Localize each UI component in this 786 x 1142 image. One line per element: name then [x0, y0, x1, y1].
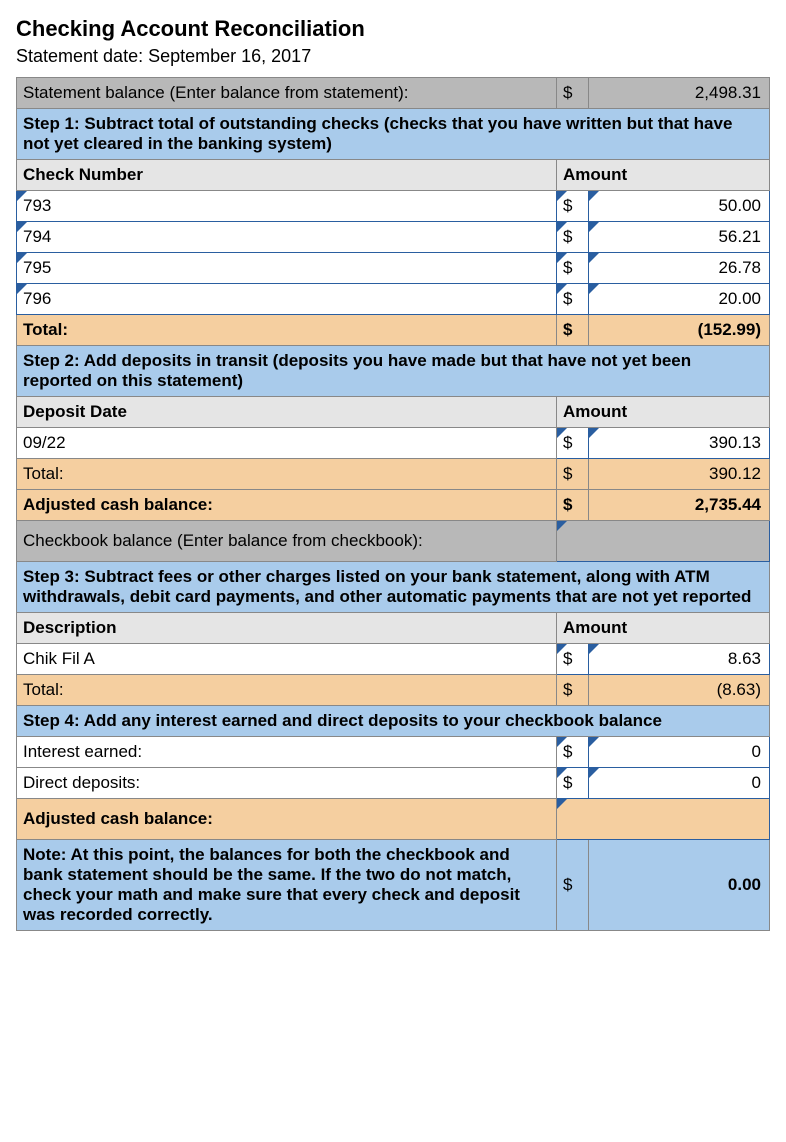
currency-symbol: $ — [557, 840, 589, 931]
step4-heading: Step 4: Add any interest earned and dire… — [17, 706, 770, 737]
step3-total-label: Total: — [17, 675, 557, 706]
table-row: 795 $ 26.78 — [17, 253, 770, 284]
check-amount-input[interactable]: 56.21 — [589, 222, 770, 253]
step1-col-amount: Amount — [557, 160, 770, 191]
currency-symbol: $ — [557, 315, 589, 346]
page-title: Checking Account Reconciliation — [16, 16, 770, 42]
currency-symbol: $ — [557, 644, 589, 675]
currency-symbol: $ — [557, 459, 589, 490]
step4-adjusted-row: Adjusted cash balance: — [17, 799, 770, 840]
difference-amount: 0.00 — [589, 840, 770, 931]
fee-description: Chik Fil A — [17, 644, 557, 675]
fee-amount-input[interactable]: 8.63 — [589, 644, 770, 675]
currency-symbol: $ — [557, 737, 589, 768]
table-row: 793 $ 50.00 — [17, 191, 770, 222]
check-number-input[interactable]: 796 — [17, 284, 557, 315]
step3-col-description: Description — [17, 613, 557, 644]
step3-columns-row: Description Amount — [17, 613, 770, 644]
direct-deposits-label: Direct deposits: — [17, 768, 557, 799]
check-number-input[interactable]: 793 — [17, 191, 557, 222]
step3-col-amount: Amount — [557, 613, 770, 644]
step2-columns-row: Deposit Date Amount — [17, 397, 770, 428]
step4-heading-row: Step 4: Add any interest earned and dire… — [17, 706, 770, 737]
currency-symbol: $ — [557, 284, 589, 315]
step2-col-deposit-date: Deposit Date — [17, 397, 557, 428]
step2-total-amount: 390.12 — [589, 459, 770, 490]
adjusted-balance-label: Adjusted cash balance: — [17, 799, 557, 840]
checkbook-balance-label: Checkbook balance (Enter balance from ch… — [17, 521, 557, 562]
note-row: Note: At this point, the balances for bo… — [17, 840, 770, 931]
statement-balance-row: Statement balance (Enter balance from st… — [17, 78, 770, 109]
interest-row: Interest earned: $ 0 — [17, 737, 770, 768]
step3-total-amount: (8.63) — [589, 675, 770, 706]
deposit-date-value: 09/22 — [17, 428, 557, 459]
step1-total-label: Total: — [17, 315, 557, 346]
adjusted-balance-amount: 2,735.44 — [589, 490, 770, 521]
checkbook-balance-input[interactable] — [557, 521, 770, 562]
deposit-amount-input[interactable]: 390.13 — [589, 428, 770, 459]
check-number-input[interactable]: 795 — [17, 253, 557, 284]
check-amount-input[interactable]: 50.00 — [589, 191, 770, 222]
statement-date: Statement date: September 16, 2017 — [16, 46, 770, 67]
check-amount-input[interactable]: 20.00 — [589, 284, 770, 315]
step1-total-amount: (152.99) — [589, 315, 770, 346]
reconciliation-table: Statement balance (Enter balance from st… — [16, 77, 770, 931]
currency-symbol: $ — [557, 222, 589, 253]
currency-symbol: $ — [557, 428, 589, 459]
interest-label: Interest earned: — [17, 737, 557, 768]
step2-col-amount: Amount — [557, 397, 770, 428]
statement-balance-label: Statement balance (Enter balance from st… — [17, 78, 557, 109]
currency-symbol: $ — [557, 675, 589, 706]
step2-heading-row: Step 2: Add deposits in transit (deposit… — [17, 346, 770, 397]
step3-heading: Step 3: Subtract fees or other charges l… — [17, 562, 770, 613]
step1-total-row: Total: $ (152.99) — [17, 315, 770, 346]
step3-total-row: Total: $ (8.63) — [17, 675, 770, 706]
direct-deposits-input[interactable]: 0 — [589, 768, 770, 799]
step1-col-check-number: Check Number — [17, 160, 557, 191]
step2-adjusted-row: Adjusted cash balance: $ 2,735.44 — [17, 490, 770, 521]
currency-symbol: $ — [557, 191, 589, 222]
step3-heading-row: Step 3: Subtract fees or other charges l… — [17, 562, 770, 613]
currency-symbol: $ — [557, 253, 589, 284]
currency-symbol: $ — [557, 768, 589, 799]
checkbook-balance-row: Checkbook balance (Enter balance from ch… — [17, 521, 770, 562]
table-row: 796 $ 20.00 — [17, 284, 770, 315]
check-amount-input[interactable]: 26.78 — [589, 253, 770, 284]
currency-symbol: $ — [557, 78, 589, 109]
table-row: 09/22 $ 390.13 — [17, 428, 770, 459]
step1-columns-row: Check Number Amount — [17, 160, 770, 191]
adjusted-balance-input[interactable] — [557, 799, 770, 840]
adjusted-balance-label: Adjusted cash balance: — [17, 490, 557, 521]
currency-symbol: $ — [557, 490, 589, 521]
step2-total-row: Total: $ 390.12 — [17, 459, 770, 490]
statement-balance-value: 2,498.31 — [589, 78, 770, 109]
note-text: Note: At this point, the balances for bo… — [17, 840, 557, 931]
step1-heading: Step 1: Subtract total of outstanding ch… — [17, 109, 770, 160]
table-row: 794 $ 56.21 — [17, 222, 770, 253]
step2-heading: Step 2: Add deposits in transit (deposit… — [17, 346, 770, 397]
check-number-input[interactable]: 794 — [17, 222, 557, 253]
step1-heading-row: Step 1: Subtract total of outstanding ch… — [17, 109, 770, 160]
step2-total-label: Total: — [17, 459, 557, 490]
direct-deposits-row: Direct deposits: $ 0 — [17, 768, 770, 799]
table-row: Chik Fil A $ 8.63 — [17, 644, 770, 675]
interest-input[interactable]: 0 — [589, 737, 770, 768]
